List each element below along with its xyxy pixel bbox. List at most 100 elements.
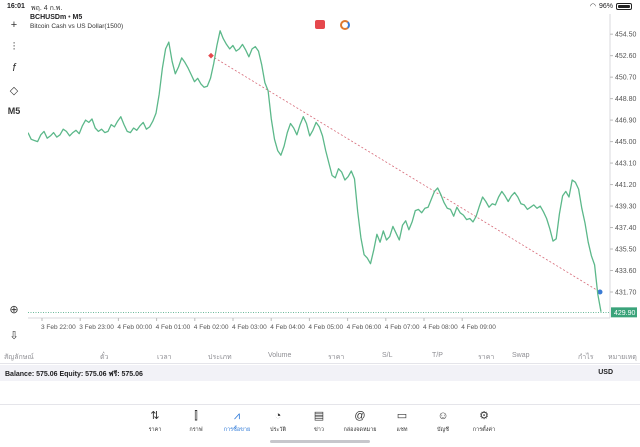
- tab-news[interactable]: ▤ ข่าว: [299, 409, 339, 434]
- tab-chart[interactable]: ⫿ กราฟ: [176, 409, 216, 434]
- x-tick-label: 4 Feb 04:00: [270, 324, 305, 331]
- balance-text: Balance: 575.06 Equity: 575.06 ฟรี: 575.…: [5, 371, 143, 378]
- col-sl: S/L: [382, 352, 393, 359]
- chart-toolbar: + ⫶ f ◇ M5 ⊕ ⇩: [0, 14, 28, 344]
- refresh-icon[interactable]: [340, 20, 350, 30]
- x-tick-label: 3 Feb 22:00: [41, 324, 76, 331]
- col-profit: กำไร: [578, 354, 594, 361]
- symbol-title: BCHUSDm • M5: [30, 14, 82, 21]
- col-tp: T/P: [432, 352, 443, 359]
- y-tick-label: 431.70: [615, 289, 637, 296]
- status-right: ◠ 96%: [590, 2, 632, 10]
- title-separator: •: [68, 14, 73, 21]
- accounts-icon: ☺: [437, 410, 449, 422]
- col-ticket: ตั๋ว: [100, 354, 109, 361]
- one-click-trading-icon[interactable]: [315, 20, 325, 29]
- tab-trade-label: การซื้อขาย: [223, 427, 251, 433]
- tab-news-label: ข่าว: [314, 427, 324, 433]
- trade-icon: ⩘: [233, 410, 241, 422]
- tab-settings[interactable]: ⚙ การตั้งค่า: [464, 409, 504, 434]
- export-icon[interactable]: ⇩: [9, 329, 19, 342]
- mailbox-icon: @: [354, 410, 366, 422]
- trendline-end-handle: [597, 289, 603, 295]
- current-price-label: 429.90: [614, 310, 636, 317]
- y-tick-label: 454.50: [615, 32, 637, 39]
- chart-canvas[interactable]: 454.50 452.60 450.70 448.80 446.90 445.00 443.…: [28, 14, 640, 344]
- crosshair-icon[interactable]: +: [10, 19, 18, 31]
- tab-trade[interactable]: ⩘ การซื้อขาย: [217, 409, 257, 434]
- y-tick-label: 437.40: [615, 225, 637, 232]
- tab-mailbox[interactable]: @ กล่องจดหมาย: [340, 409, 380, 434]
- tab-chat-label: แชท: [396, 427, 408, 433]
- objects-icon[interactable]: ◇: [9, 84, 19, 97]
- col-volume: Volume: [268, 352, 292, 359]
- current-price-badge: [611, 307, 637, 318]
- settings-icon: ⚙: [479, 410, 489, 422]
- y-tick-label: 445.00: [615, 139, 637, 146]
- tab-history-label: ประวัติ: [269, 427, 287, 433]
- history-icon: ◔: [274, 410, 282, 422]
- bottom-tab-bar: ⇅ ราคา ⫿ กราฟ ⩘ การซื้อขาย ◔ ประวัติ ▤ ข่าว @…: [0, 404, 640, 447]
- tab-chart-label: กราฟ: [189, 427, 203, 433]
- tab-history[interactable]: ◔ ประวัติ: [258, 409, 298, 434]
- col-comment: หมายเหตุ: [608, 354, 637, 361]
- trade-columns-header: สัญลักษณ์ ตั๋ว เวลา ประเภท Volume ราคา S…: [0, 350, 640, 364]
- status-time: 16:01: [7, 3, 25, 10]
- x-tick-label: 4 Feb 03:00: [232, 324, 267, 331]
- tab-accounts[interactable]: ☺ บัญชี: [423, 409, 463, 434]
- zoom-icon[interactable]: ⊕: [9, 303, 19, 316]
- trendline: [210, 55, 601, 293]
- timeframe-button[interactable]: M5: [7, 106, 21, 116]
- y-tick-label: 435.50: [615, 247, 637, 254]
- y-tick-label: 433.60: [615, 268, 637, 275]
- status-date: พฤ. 4 ก.พ.: [31, 5, 63, 12]
- y-tick-label: 441.20: [615, 182, 637, 189]
- y-tick-label: 450.70: [615, 75, 637, 82]
- tab-mailbox-label: กล่องจดหมาย: [343, 427, 377, 433]
- tab-chat[interactable]: ▭ แชท: [382, 409, 422, 434]
- col-symbol: สัญลักษณ์: [4, 354, 34, 361]
- x-tick-label: 4 Feb 02:00: [194, 324, 229, 331]
- quotes-icon: ⇅: [150, 410, 160, 422]
- wifi-icon: ◠: [589, 3, 596, 10]
- symbol-description: Bitcoin Cash vs US Dollar(1500): [30, 23, 124, 30]
- battery-percent: 96%: [598, 2, 613, 10]
- x-tick-label: 4 Feb 08:00: [423, 324, 458, 331]
- price-chart[interactable]: 454.50 452.60 450.70 448.80 446.90 445.00 443.…: [28, 14, 640, 344]
- symbol-timeframe: M5: [72, 14, 83, 21]
- col-time: เวลา: [157, 354, 172, 361]
- symbol-name: BCHUSDm: [30, 14, 67, 21]
- account-summary: Balance: 575.06 Equity: 575.06 ฟรี: 575.…: [0, 365, 640, 381]
- news-icon: ▤: [313, 410, 325, 422]
- trendline-start-handle: [208, 52, 214, 59]
- col-type: ประเภท: [208, 354, 232, 361]
- home-indicator: [270, 440, 370, 443]
- x-tick-label: 3 Feb 23:00: [79, 324, 114, 331]
- col-swap: Swap: [512, 352, 530, 359]
- tab-quotes-label: ราคา: [148, 427, 162, 433]
- y-tick-label: 439.30: [615, 204, 637, 211]
- tab-accounts-label: บัญชี: [437, 427, 449, 433]
- price-series-line: [28, 30, 602, 312]
- battery-icon: [616, 2, 632, 10]
- indicators-icon[interactable]: ⫶: [12, 40, 16, 53]
- x-tick-label: 4 Feb 01:00: [156, 324, 191, 331]
- x-tick-label: 4 Feb 00:00: [117, 324, 152, 331]
- y-tick-label: 448.80: [615, 96, 637, 103]
- col-current-price: ราคา: [478, 354, 495, 361]
- col-price: ราคา: [328, 354, 345, 361]
- account-currency: USD: [598, 369, 613, 376]
- y-tick-label: 446.90: [615, 118, 637, 125]
- x-tick-label: 4 Feb 07:00: [385, 324, 420, 331]
- y-tick-label: 443.10: [615, 161, 637, 168]
- status-bar: 16:01 พฤ. 4 ก.พ. ◠ 96%: [0, 0, 640, 14]
- x-tick-label: 4 Feb 06:00: [347, 324, 382, 331]
- tab-quotes[interactable]: ⇅ ราคา: [135, 409, 175, 434]
- chart-icon: ⫿: [194, 410, 198, 422]
- tab-settings-label: การตั้งค่า: [472, 427, 496, 433]
- chat-icon: ▭: [396, 410, 408, 422]
- function-icon[interactable]: f: [12, 62, 16, 74]
- x-tick-label: 4 Feb 09:00: [461, 324, 496, 331]
- x-tick-label: 4 Feb 05:00: [308, 324, 343, 331]
- y-tick-label: 452.60: [615, 53, 637, 60]
